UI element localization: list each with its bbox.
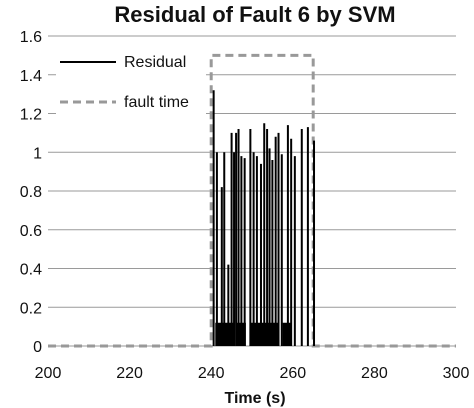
x-tick-label: 240 [198,365,225,382]
y-tick-label: 0.4 [20,262,42,279]
legend-fault-time-label: fault time [124,94,189,111]
y-tick-label: 1 [33,145,42,162]
fault-time-line [48,53,456,348]
legend-background [56,46,206,116]
legend: Residual fault time [56,46,206,116]
x-axis-label: Time (s) [224,390,285,407]
y-tick-labels: 0 0.2 0.4 0.6 0.8 1 1.2 1.4 1.6 [20,29,42,356]
y-tick-label: 1.6 [20,29,42,46]
residual-cluster-1 [235,322,246,346]
residual-cluster-0 [215,322,234,346]
y-tick-label: 0 [33,339,42,356]
x-tick-label: 280 [361,365,388,382]
y-tick-label: 1.2 [20,107,42,124]
series-fault-time [48,53,456,348]
x-tick-label: 220 [116,365,143,382]
series-residual [212,90,316,346]
x-tick-label: 300 [443,365,470,382]
residual-cluster-2 [249,322,279,346]
y-tick-label: 0.2 [20,300,42,317]
y-tick-label: 1.4 [20,68,42,85]
y-tick-label: 0.6 [20,223,42,240]
residual-cluster-3 [282,322,291,346]
x-tick-label: 200 [35,365,62,382]
legend-residual-label: Residual [124,54,186,71]
chart-title: Residual of Fault 6 by SVM [114,2,395,27]
x-tick-label: 260 [279,365,306,382]
y-tick-label: 0.8 [20,184,42,201]
x-tick-labels: 200 220 240 260 280 300 [35,365,470,382]
